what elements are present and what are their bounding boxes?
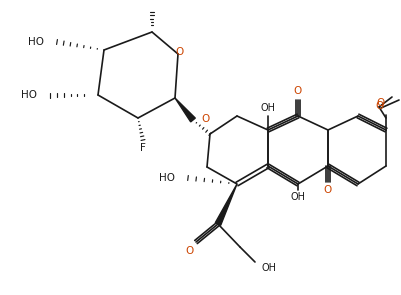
Text: OH: OH [290,192,305,202]
Text: O: O [323,185,331,195]
Text: O: O [376,98,384,108]
Text: F: F [140,143,146,153]
Text: HO: HO [28,37,44,47]
Text: O: O [185,246,194,256]
Text: O: O [293,86,302,96]
Text: O: O [200,114,209,124]
Polygon shape [174,98,195,122]
Text: OH: OH [260,103,275,113]
Text: OH: OH [261,263,276,273]
Text: HO: HO [21,90,37,100]
Text: O: O [375,101,383,111]
Polygon shape [215,184,237,225]
Text: HO: HO [159,173,174,183]
Text: O: O [176,47,184,57]
